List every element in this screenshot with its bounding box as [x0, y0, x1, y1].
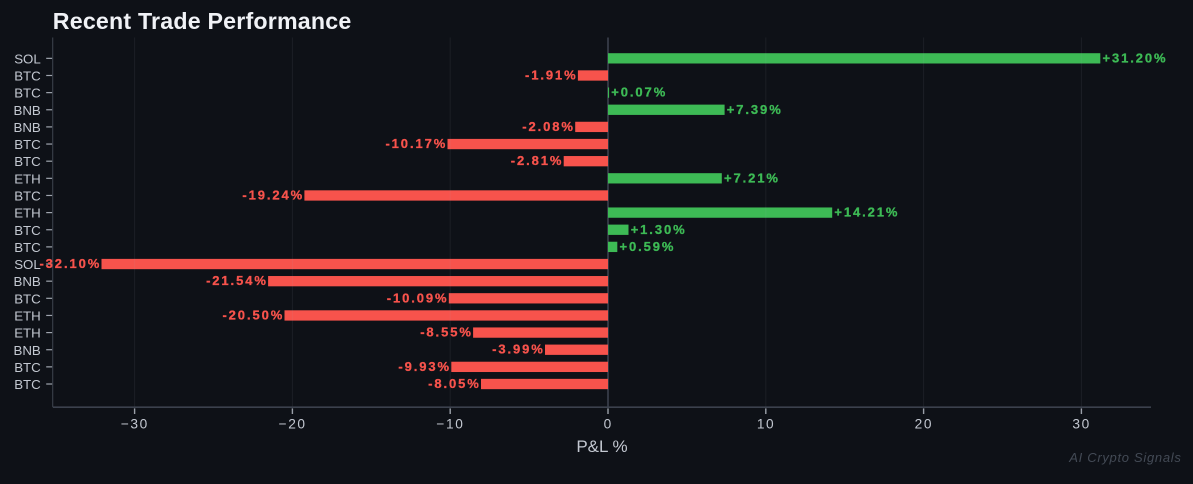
svg-text:-10.09%: -10.09% — [387, 290, 449, 305]
svg-text:+0.07%: +0.07% — [611, 85, 667, 100]
svg-text:ETH: ETH — [14, 309, 41, 324]
svg-text:-8.05%: -8.05% — [428, 376, 481, 391]
svg-text:BTC: BTC — [14, 86, 41, 101]
svg-text:BTC: BTC — [14, 154, 41, 169]
svg-text:BTC: BTC — [14, 377, 41, 392]
svg-text:+31.20%: +31.20% — [1103, 50, 1168, 65]
svg-text:-10.17%: -10.17% — [385, 136, 447, 151]
svg-text:BTC: BTC — [14, 291, 41, 306]
svg-text:BTC: BTC — [14, 69, 41, 84]
svg-text:+7.21%: +7.21% — [724, 170, 780, 185]
svg-text:BTC: BTC — [14, 240, 41, 255]
svg-text:−10: −10 — [436, 417, 464, 432]
svg-text:−20: −20 — [279, 417, 307, 432]
svg-text:BTC: BTC — [14, 137, 41, 152]
svg-text:ETH: ETH — [14, 206, 41, 221]
svg-text:BNB: BNB — [13, 120, 40, 135]
svg-text:SOL: SOL — [14, 257, 41, 272]
svg-text:BTC: BTC — [14, 189, 41, 204]
svg-text:SOL: SOL — [14, 51, 41, 66]
svg-text:-9.93%: -9.93% — [398, 359, 451, 374]
svg-text:-8.55%: -8.55% — [420, 325, 473, 340]
svg-text:+14.21%: +14.21% — [834, 205, 899, 220]
svg-text:P&L %: P&L % — [576, 437, 627, 456]
svg-text:+0.59%: +0.59% — [620, 239, 676, 254]
svg-text:ETH: ETH — [14, 326, 41, 341]
svg-text:BNB: BNB — [13, 103, 40, 118]
svg-text:20: 20 — [915, 417, 933, 432]
svg-text:+7.39%: +7.39% — [727, 102, 783, 117]
svg-text:0: 0 — [604, 417, 613, 432]
svg-text:AI Crypto Signals: AI Crypto Signals — [1068, 450, 1181, 465]
svg-text:−30: −30 — [121, 417, 149, 432]
svg-text:ETH: ETH — [14, 171, 41, 186]
svg-text:-20.50%: -20.50% — [222, 307, 284, 322]
svg-text:-19.24%: -19.24% — [242, 187, 304, 202]
svg-text:-1.91%: -1.91% — [525, 67, 578, 82]
svg-text:-2.81%: -2.81% — [511, 153, 564, 168]
svg-text:-3.99%: -3.99% — [492, 342, 545, 357]
svg-text:BNB: BNB — [13, 274, 40, 289]
svg-text:Recent Trade Performance: Recent Trade Performance — [53, 8, 352, 34]
svg-text:+1.30%: +1.30% — [631, 222, 687, 237]
svg-text:BNB: BNB — [13, 343, 40, 358]
svg-text:BTC: BTC — [14, 223, 41, 238]
svg-text:30: 30 — [1072, 417, 1090, 432]
svg-text:-32.10%: -32.10% — [39, 256, 101, 271]
svg-text:-21.54%: -21.54% — [206, 273, 268, 288]
svg-text:BTC: BTC — [14, 360, 41, 375]
svg-text:10: 10 — [757, 417, 775, 432]
svg-text:-2.08%: -2.08% — [522, 119, 575, 134]
